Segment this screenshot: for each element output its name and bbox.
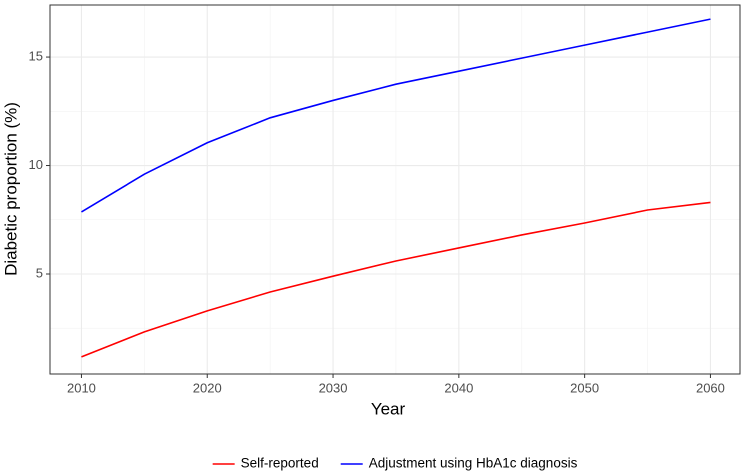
x-tick-label: 2050: [570, 380, 599, 395]
x-tick-label: 2020: [193, 380, 222, 395]
y-axis-title: Diabetic proportion (%): [1, 102, 20, 276]
line-series: [81, 18, 711, 213]
legend-label: Adjustment using HbA1c diagnosis: [369, 456, 578, 471]
x-tick-label: 2030: [319, 380, 348, 395]
line-series: [81, 201, 711, 358]
legend-label: Self-reported: [241, 456, 319, 471]
panel-border: [49, 4, 741, 375]
x-tick-label: 2010: [67, 380, 96, 395]
x-axis-title: Year: [371, 399, 406, 418]
x-tick-label: 2040: [444, 380, 473, 395]
y-tick-label: 15: [29, 49, 43, 64]
y-tick-label: 5: [36, 265, 43, 280]
x-tick-label: 2060: [696, 380, 725, 395]
y-tick-label: 10: [29, 157, 43, 172]
